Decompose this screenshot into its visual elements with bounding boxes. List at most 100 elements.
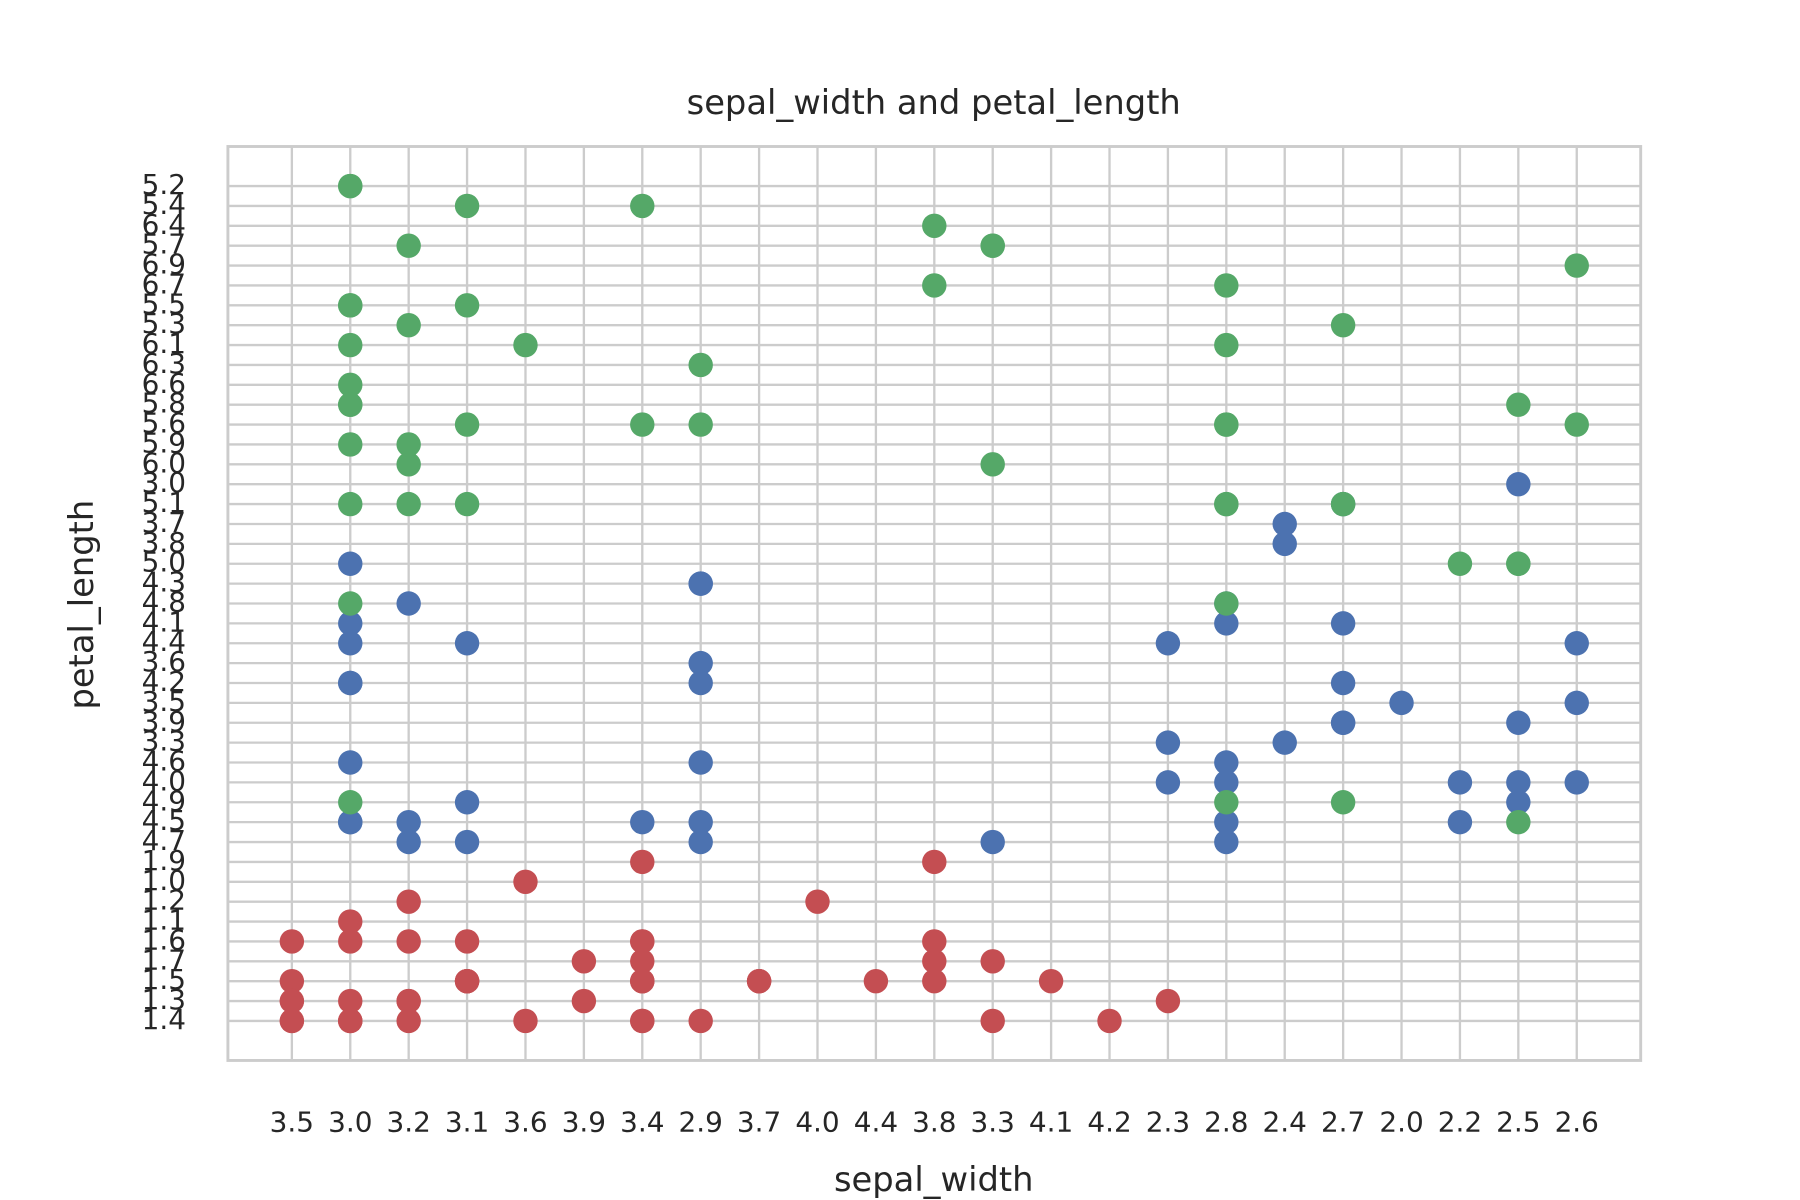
x-tick-label: 3.9 <box>562 1105 606 1138</box>
scatter-point <box>980 829 1005 855</box>
scatter-point <box>1155 730 1181 755</box>
scatter-point <box>1155 988 1181 1014</box>
scatter-point <box>630 809 655 835</box>
scatter-point <box>1330 611 1356 636</box>
y-tick-label: 6.0 <box>142 446 186 479</box>
scatter-point <box>1214 611 1239 636</box>
x-tick-label: 2.4 <box>1263 1105 1307 1138</box>
scatter-point <box>688 750 713 775</box>
scatter-point <box>630 1008 655 1034</box>
y-tick-label: 6.7 <box>142 267 186 300</box>
y-tick-label: 4.9 <box>142 784 186 817</box>
scatter-point <box>338 929 363 954</box>
scatter-point <box>454 193 480 219</box>
y-tick-label: 1.6 <box>142 923 186 956</box>
scatter-point <box>396 591 421 616</box>
y-tick-label: 4.6 <box>142 745 186 778</box>
scatter-point <box>1272 511 1297 537</box>
scatter-point <box>1038 968 1064 994</box>
scatter-point <box>396 809 421 835</box>
scatter-point <box>396 988 421 1014</box>
scatter-point <box>922 273 947 298</box>
scatter-point <box>1564 770 1589 795</box>
scatter-point <box>513 332 538 358</box>
scatter-point <box>1447 809 1473 835</box>
scatter-point <box>1214 412 1239 437</box>
scatter-point <box>1330 710 1356 735</box>
x-tick-label: 2.2 <box>1438 1105 1482 1138</box>
y-tick-label: 5.7 <box>142 228 186 261</box>
scatter-point <box>1330 670 1356 696</box>
scatter-point <box>1447 551 1473 576</box>
scatter-point <box>338 491 363 517</box>
scatter-point <box>1214 491 1239 517</box>
scatter-point <box>1506 809 1531 835</box>
scatter-point <box>1214 790 1239 815</box>
x-axis-label: sepal_width <box>834 1160 1034 1199</box>
y-tick-label: 4.1 <box>142 605 186 638</box>
scatter-point <box>338 173 363 199</box>
scatter-point <box>338 432 363 457</box>
scatter-point <box>338 1008 363 1034</box>
y-tick-label: 5.2 <box>142 168 186 201</box>
scatter-point <box>1097 1008 1122 1034</box>
scatter-point <box>746 968 772 994</box>
scatter-point <box>338 332 363 358</box>
scatter-point <box>279 929 305 954</box>
scatter-point <box>1214 273 1239 298</box>
y-tick-label: 5.4 <box>142 188 186 221</box>
y-tick-label: 4.2 <box>142 665 186 698</box>
scatter-point <box>688 352 713 378</box>
scatter-point <box>1214 750 1239 775</box>
y-tick-label: 1.9 <box>142 844 186 877</box>
chart-title: sepal_width and petal_length <box>687 83 1181 122</box>
x-tick-label: 3.5 <box>270 1105 314 1138</box>
scatter-point <box>1155 631 1181 656</box>
y-tick-label: 1.3 <box>142 983 186 1016</box>
scatter-point <box>338 909 363 934</box>
scatter-point <box>338 611 363 636</box>
scatter-point <box>922 929 947 954</box>
y-tick-label: 3.7 <box>142 506 186 539</box>
scatter-point <box>279 988 305 1014</box>
scatter-point <box>1214 770 1239 795</box>
scatter-point <box>338 809 363 835</box>
scatter-point <box>630 849 655 875</box>
scatter-point <box>1564 253 1589 278</box>
y-tick-label: 5.6 <box>142 407 186 440</box>
y-tick-label: 1.2 <box>142 884 186 917</box>
plot-frame <box>226 145 1643 1062</box>
y-tick-label: 5.8 <box>142 387 186 420</box>
x-tick-label: 3.4 <box>620 1105 664 1138</box>
x-tick-label: 2.6 <box>1555 1105 1599 1138</box>
scatter-point <box>1214 332 1239 358</box>
x-tick-label: 2.7 <box>1321 1105 1365 1138</box>
x-tick-label: 2.5 <box>1496 1105 1540 1138</box>
x-tick-label: 4.1 <box>1029 1105 1073 1138</box>
y-tick-label: 4.5 <box>142 804 186 837</box>
y-tick-label: 6.3 <box>142 347 186 380</box>
y-tick-label: 6.6 <box>142 367 186 400</box>
scatter-point <box>338 392 363 417</box>
scatter-point <box>922 949 947 974</box>
scatter-point <box>1272 730 1297 755</box>
scatter-point <box>338 551 363 576</box>
scatter-point <box>1447 770 1473 795</box>
y-tick-label: 1.4 <box>142 1003 186 1036</box>
y-tick-label: 6.1 <box>142 327 186 360</box>
scatter-point <box>922 849 947 875</box>
scatter-point <box>338 988 363 1014</box>
scatter-point <box>338 591 363 616</box>
y-tick-label: 3.3 <box>142 725 186 758</box>
x-tick-label: 2.8 <box>1204 1105 1248 1138</box>
y-tick-label: 3.5 <box>142 685 186 718</box>
scatter-point <box>396 233 421 258</box>
scatter-point <box>1506 790 1531 815</box>
y-tick-label: 6.9 <box>142 248 186 281</box>
scatter-point <box>1155 770 1181 795</box>
x-tick-label: 2.9 <box>679 1105 723 1138</box>
scatter-point <box>396 829 421 855</box>
scatter-point <box>454 293 480 318</box>
scatter-point <box>1330 790 1356 815</box>
